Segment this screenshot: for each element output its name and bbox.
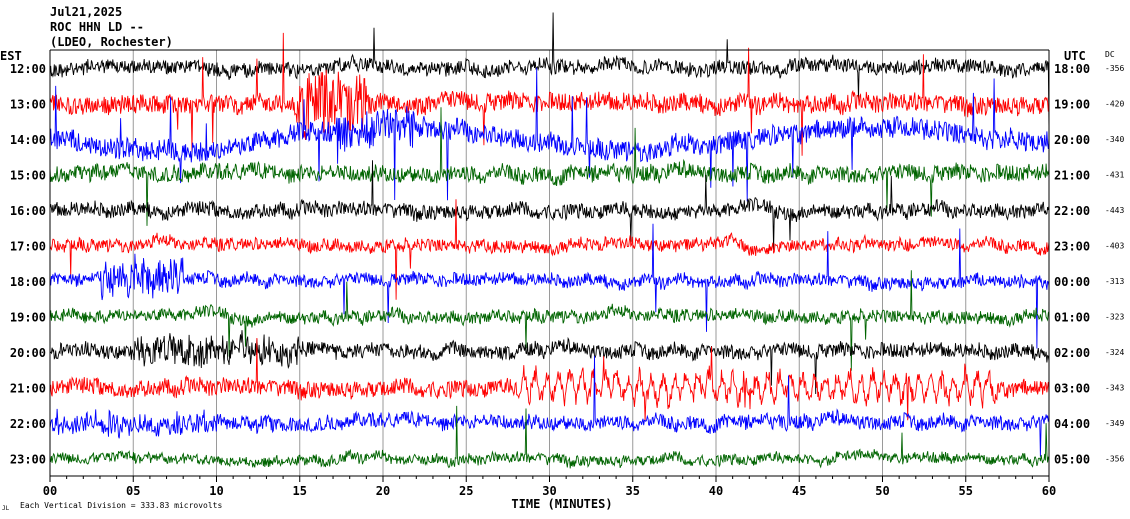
x-tick-label: 60 xyxy=(1042,484,1056,498)
footer-corner-mark: JL xyxy=(2,505,10,512)
trace-2100 xyxy=(49,337,1050,421)
trace-1400 xyxy=(49,67,1050,202)
dc-value: -420 xyxy=(1105,100,1124,109)
x-tick-label: 35 xyxy=(626,484,640,498)
est-time-labels: 12:00 13:00 14:00 15:00 16:00 17:00 18:00 19:00… xyxy=(10,62,46,467)
plot-frame xyxy=(49,49,1050,482)
header-station: ROC HHN LD -- xyxy=(50,20,144,34)
trace-1600 xyxy=(49,160,1050,250)
trace-1300 xyxy=(49,32,1050,156)
est-label: 16:00 xyxy=(10,204,46,218)
x-axis-ticks: 00 05 10 15 20 25 30 35 40 45 50 55 60 xyxy=(43,484,1056,498)
dc-value: -313 xyxy=(1105,277,1124,286)
trace-1500 xyxy=(49,107,1050,226)
utc-label: 23:00 xyxy=(1054,240,1090,254)
utc-label: 02:00 xyxy=(1054,346,1090,360)
trace-2300 xyxy=(49,405,1050,469)
x-tick-label: 30 xyxy=(542,484,556,498)
est-label: 12:00 xyxy=(10,62,46,76)
x-tick-label: 45 xyxy=(792,484,806,498)
dc-value: -356 xyxy=(1105,455,1124,464)
est-label: 15:00 xyxy=(10,169,46,183)
utc-label: 21:00 xyxy=(1054,169,1090,183)
header-network: (LDEO, Rochester) xyxy=(50,35,173,49)
dc-label: DC xyxy=(1105,50,1115,59)
dc-value: -356 xyxy=(1105,64,1124,73)
est-label: 20:00 xyxy=(10,346,46,360)
est-label: 13:00 xyxy=(10,98,46,112)
trace-1200 xyxy=(49,12,1050,131)
trace-group xyxy=(49,12,1050,469)
est-label: 19:00 xyxy=(10,311,46,325)
utc-label: 01:00 xyxy=(1054,311,1090,325)
x-tick-label: 40 xyxy=(709,484,723,498)
x-tick-label: 05 xyxy=(126,484,140,498)
trace-1800 xyxy=(49,223,1050,349)
x-tick-label: 55 xyxy=(959,484,973,498)
trace-1900 xyxy=(49,270,1050,371)
utc-label: 05:00 xyxy=(1054,453,1090,467)
utc-label: 00:00 xyxy=(1054,275,1090,289)
trace-2000 xyxy=(49,330,1050,395)
est-label: 18:00 xyxy=(10,275,46,289)
header-date: Jul21,2025 xyxy=(50,5,122,19)
dc-value: -443 xyxy=(1105,206,1124,215)
x-tick-label: 20 xyxy=(376,484,390,498)
x-tick-label: 10 xyxy=(209,484,223,498)
est-label: 21:00 xyxy=(10,382,46,396)
x-tick-label: 50 xyxy=(875,484,889,498)
utc-label: 22:00 xyxy=(1054,204,1090,218)
utc-label: 20:00 xyxy=(1054,133,1090,147)
utc-label: 19:00 xyxy=(1054,98,1090,112)
utc-label: 18:00 xyxy=(1054,62,1090,76)
utc-label: 04:00 xyxy=(1054,417,1090,431)
utc-label: 03:00 xyxy=(1054,382,1090,396)
dc-offset-values: -356 -420 -340 -431 -443 -403 -313 -323 -324 -343… xyxy=(1105,64,1124,464)
left-axis-label: EST xyxy=(0,49,22,63)
dc-value: -323 xyxy=(1105,313,1124,322)
footer-scale-note: Each Vertical Division = 333.83 microvol… xyxy=(20,501,222,510)
dc-value: -403 xyxy=(1105,242,1124,251)
est-label: 23:00 xyxy=(10,453,46,467)
grid-lines xyxy=(132,50,967,476)
dc-value: -431 xyxy=(1105,171,1124,180)
dc-value: -349 xyxy=(1105,419,1124,428)
utc-time-labels: 18:00 19:00 20:00 21:00 22:00 23:00 00:00 01:00… xyxy=(1054,62,1090,467)
dc-value: -343 xyxy=(1105,384,1124,393)
est-label: 14:00 xyxy=(10,133,46,147)
x-tick-label: 15 xyxy=(293,484,307,498)
right-axis-label: UTC xyxy=(1064,49,1086,63)
trace-1700 xyxy=(49,199,1050,300)
est-label: 22:00 xyxy=(10,417,46,431)
x-tick-label: 25 xyxy=(459,484,473,498)
x-tick-label: 00 xyxy=(43,484,57,498)
trace-2200 xyxy=(49,355,1050,457)
x-axis-label: TIME (MINUTES) xyxy=(511,497,612,511)
dc-value: -324 xyxy=(1105,348,1124,357)
est-label: 17:00 xyxy=(10,240,46,254)
dc-value: -340 xyxy=(1105,135,1124,144)
